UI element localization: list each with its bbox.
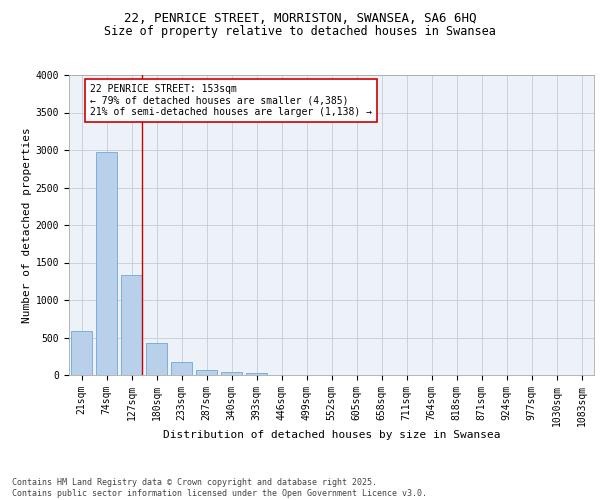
Text: Size of property relative to detached houses in Swansea: Size of property relative to detached ho… xyxy=(104,25,496,38)
Bar xyxy=(71,331,92,375)
Bar xyxy=(196,370,217,375)
Text: Contains HM Land Registry data © Crown copyright and database right 2025.
Contai: Contains HM Land Registry data © Crown c… xyxy=(12,478,427,498)
Bar xyxy=(96,152,117,375)
Bar xyxy=(246,373,267,375)
Y-axis label: Number of detached properties: Number of detached properties xyxy=(22,127,32,323)
Bar xyxy=(121,274,142,375)
X-axis label: Distribution of detached houses by size in Swansea: Distribution of detached houses by size … xyxy=(163,430,500,440)
Text: 22, PENRICE STREET, MORRISTON, SWANSEA, SA6 6HQ: 22, PENRICE STREET, MORRISTON, SWANSEA, … xyxy=(124,12,476,26)
Text: 22 PENRICE STREET: 153sqm
← 79% of detached houses are smaller (4,385)
21% of se: 22 PENRICE STREET: 153sqm ← 79% of detac… xyxy=(90,84,372,117)
Bar xyxy=(221,372,242,375)
Bar xyxy=(171,362,192,375)
Bar xyxy=(146,343,167,375)
